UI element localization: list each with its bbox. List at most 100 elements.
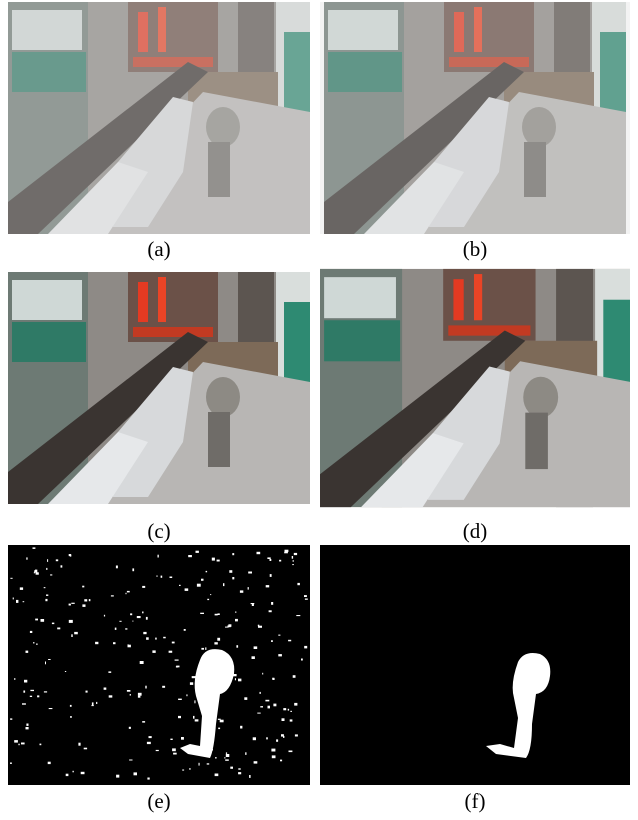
noise-speck <box>271 640 273 642</box>
noise-speck <box>217 560 220 562</box>
noise-speck <box>190 682 193 685</box>
noise-speck <box>211 683 215 684</box>
noise-speck <box>71 603 74 604</box>
noise-speck <box>84 599 87 601</box>
noise-speck <box>152 650 155 653</box>
noise-speck <box>201 648 204 650</box>
noise-speck <box>181 737 184 740</box>
noise-speck <box>266 585 270 587</box>
noise-speck <box>129 727 131 729</box>
noise-speck <box>86 691 88 693</box>
noise-speck <box>73 771 74 773</box>
noise-speck <box>47 559 48 562</box>
noise-speck <box>288 640 291 642</box>
noise-speck <box>268 706 271 709</box>
noise-speck <box>146 617 148 620</box>
noise-speck <box>193 716 195 719</box>
noise-speck <box>232 553 234 555</box>
noise-speck <box>48 762 51 764</box>
noise-speck <box>197 680 199 681</box>
noise-speck <box>249 775 251 778</box>
noise-speck <box>57 628 60 630</box>
noise-speck <box>285 550 289 552</box>
noise-speck <box>173 753 177 755</box>
noise-speck <box>218 728 220 730</box>
noise-speck <box>26 724 28 726</box>
noise-speck <box>290 719 293 721</box>
noise-speck <box>252 656 255 659</box>
noise-speck <box>257 552 261 554</box>
noise-speck <box>279 560 281 562</box>
noise-speck <box>257 713 260 714</box>
noise-speck <box>253 737 256 740</box>
noise-speck <box>273 704 276 707</box>
noise-speck <box>46 595 48 596</box>
noise-speck <box>272 755 276 758</box>
noise-speck <box>23 601 25 602</box>
noise-speck <box>226 672 228 675</box>
noise-speck <box>215 757 217 758</box>
noise-speck <box>78 743 80 746</box>
noise-speck <box>209 691 211 694</box>
noise-speck <box>143 632 146 634</box>
noise-speck <box>156 750 159 751</box>
noise-speck <box>185 588 189 591</box>
noise-speck <box>278 654 282 656</box>
noise-speck <box>294 703 297 706</box>
noise-speck <box>137 616 141 618</box>
noise-speck <box>132 568 134 571</box>
noise-speck <box>14 740 18 743</box>
noise-speck <box>226 752 227 754</box>
noise-speck <box>35 570 37 573</box>
noise-speck <box>175 660 179 661</box>
noise-speck <box>214 642 217 644</box>
noise-speck <box>142 612 143 614</box>
noise-speck <box>245 752 246 755</box>
noise-speck <box>147 742 151 744</box>
noise-speck <box>48 659 51 660</box>
noise-speck <box>129 760 132 761</box>
noise-speck <box>113 642 116 644</box>
noise-speck <box>234 674 237 676</box>
noise-speck <box>172 642 175 644</box>
noise-speck <box>26 557 27 559</box>
noise-speck <box>218 613 220 615</box>
noise-speck <box>283 708 286 710</box>
noise-speck <box>235 611 236 613</box>
panel-d-image <box>320 269 630 507</box>
noise-speck <box>104 688 107 690</box>
noise-speck <box>293 675 296 678</box>
noise-speck <box>266 737 268 739</box>
noise-speck <box>271 749 275 752</box>
noise-speck <box>30 696 32 697</box>
noise-speck <box>201 579 204 581</box>
noise-speck <box>186 694 187 696</box>
noise-speck <box>224 757 225 758</box>
noise-speck <box>16 600 18 603</box>
noise-speck <box>74 632 78 634</box>
noise-speck <box>35 619 38 621</box>
noise-speck <box>198 668 201 670</box>
noise-speck <box>69 604 71 606</box>
noise-speck <box>161 576 163 578</box>
noise-speck <box>69 620 73 623</box>
noise-speck <box>220 720 224 723</box>
panel-f-mask <box>320 545 630 785</box>
noise-speck <box>304 646 307 649</box>
noise-speck <box>212 558 215 561</box>
panel-b-image <box>320 2 630 234</box>
noise-speck <box>30 690 34 691</box>
noise-speck <box>116 566 118 569</box>
noise-speck <box>192 676 196 678</box>
noise-speck <box>44 587 46 588</box>
noise-speck <box>81 772 85 774</box>
noise-speck <box>41 619 45 622</box>
noise-speck <box>179 585 181 586</box>
noise-speck <box>82 604 85 607</box>
noise-speck <box>218 719 221 720</box>
noise-speck <box>272 678 274 680</box>
noise-speck <box>140 661 144 664</box>
noise-speck <box>208 721 212 723</box>
noise-speck <box>280 760 282 762</box>
caption: (c) <box>147 519 170 543</box>
